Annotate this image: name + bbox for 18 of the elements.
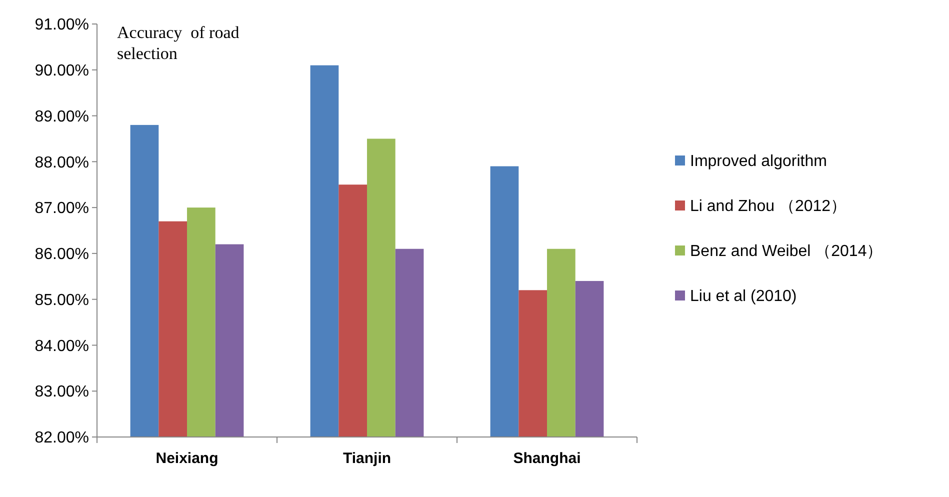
legend-label: Benz and Weibel （2014） xyxy=(690,243,883,260)
legend-label: Improved algorithm xyxy=(690,153,827,170)
y-tick-label: 85.00% xyxy=(34,292,89,309)
y-axis-title: Accuracy of road selection xyxy=(117,23,240,63)
x-tick-label: Tianjin xyxy=(342,450,392,467)
y-tick-label: 88.00% xyxy=(34,154,89,172)
y-tick-label: 87.00% xyxy=(34,200,89,218)
y-tick-label: 90.00% xyxy=(34,62,89,80)
y-tick-label: 91.00% xyxy=(34,16,89,34)
y-tick-label: 84.00% xyxy=(34,338,89,355)
y-tick-label: 82.00% xyxy=(34,430,89,447)
y-tick-label: 86.00% xyxy=(34,246,89,264)
y-tick-label: 83.00% xyxy=(34,384,89,401)
legend-label: Li and Zhou （2012） xyxy=(690,198,847,216)
x-tick-label: Shanghai xyxy=(513,450,581,467)
x-tick-label: Neixiang xyxy=(156,450,218,467)
legend-label: Liu et al (2010) xyxy=(690,288,797,306)
y-tick-label: 89.00% xyxy=(34,108,89,126)
